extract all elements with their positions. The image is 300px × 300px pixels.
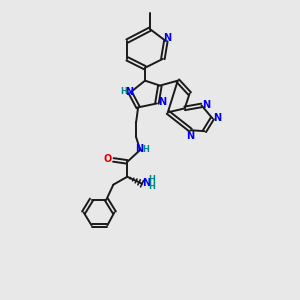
Text: N: N (202, 100, 211, 110)
Text: H: H (148, 182, 155, 191)
Text: N: N (213, 113, 221, 123)
Text: N: N (142, 178, 150, 188)
Text: N: N (135, 144, 143, 154)
Text: N: N (158, 98, 166, 107)
Text: N: N (125, 86, 133, 97)
Text: H: H (142, 145, 149, 154)
Text: N: N (163, 33, 171, 43)
Text: H: H (120, 87, 127, 96)
Text: N: N (187, 131, 195, 141)
Text: O: O (103, 154, 112, 164)
Text: H: H (148, 175, 155, 184)
